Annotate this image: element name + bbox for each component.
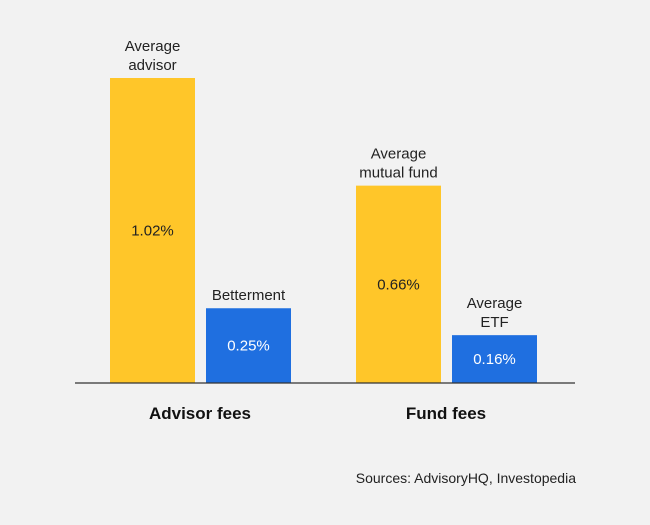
bar-name-label: mutual fund bbox=[359, 165, 437, 182]
bar bbox=[356, 185, 441, 383]
bar bbox=[206, 308, 291, 383]
bar-name-label: ETF bbox=[480, 314, 508, 331]
bar-value-label: 0.66% bbox=[377, 276, 420, 293]
bar bbox=[452, 335, 537, 383]
bar-name-label: Betterment bbox=[212, 287, 286, 304]
group-label: Fund fees bbox=[406, 404, 486, 423]
bar-value-label: 0.16% bbox=[473, 351, 516, 368]
group-label: Advisor fees bbox=[149, 404, 251, 423]
bar-name-label: advisor bbox=[128, 57, 176, 74]
bar-value-label: 1.02% bbox=[131, 223, 174, 240]
source-note: Sources: AdvisoryHQ, Investopedia bbox=[355, 470, 576, 486]
bar-value-label: 0.25% bbox=[227, 338, 270, 355]
bar-name-label: Average bbox=[371, 146, 427, 163]
bar-name-label: Average bbox=[125, 38, 181, 55]
bar-name-label: Average bbox=[467, 295, 523, 312]
bar bbox=[110, 78, 195, 383]
